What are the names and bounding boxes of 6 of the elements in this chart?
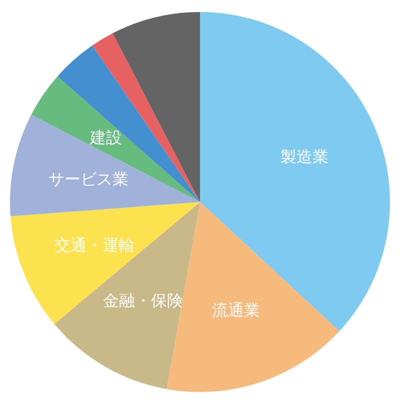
slice-label: 金融・保険 [102,291,183,310]
slice-label: サービス業 [48,170,128,189]
slice-label: 流通業 [212,300,260,320]
slice-label: 建設 [88,128,122,148]
slice-label: 製造業 [280,146,328,166]
slice-label: 交通・運輸 [54,235,134,254]
